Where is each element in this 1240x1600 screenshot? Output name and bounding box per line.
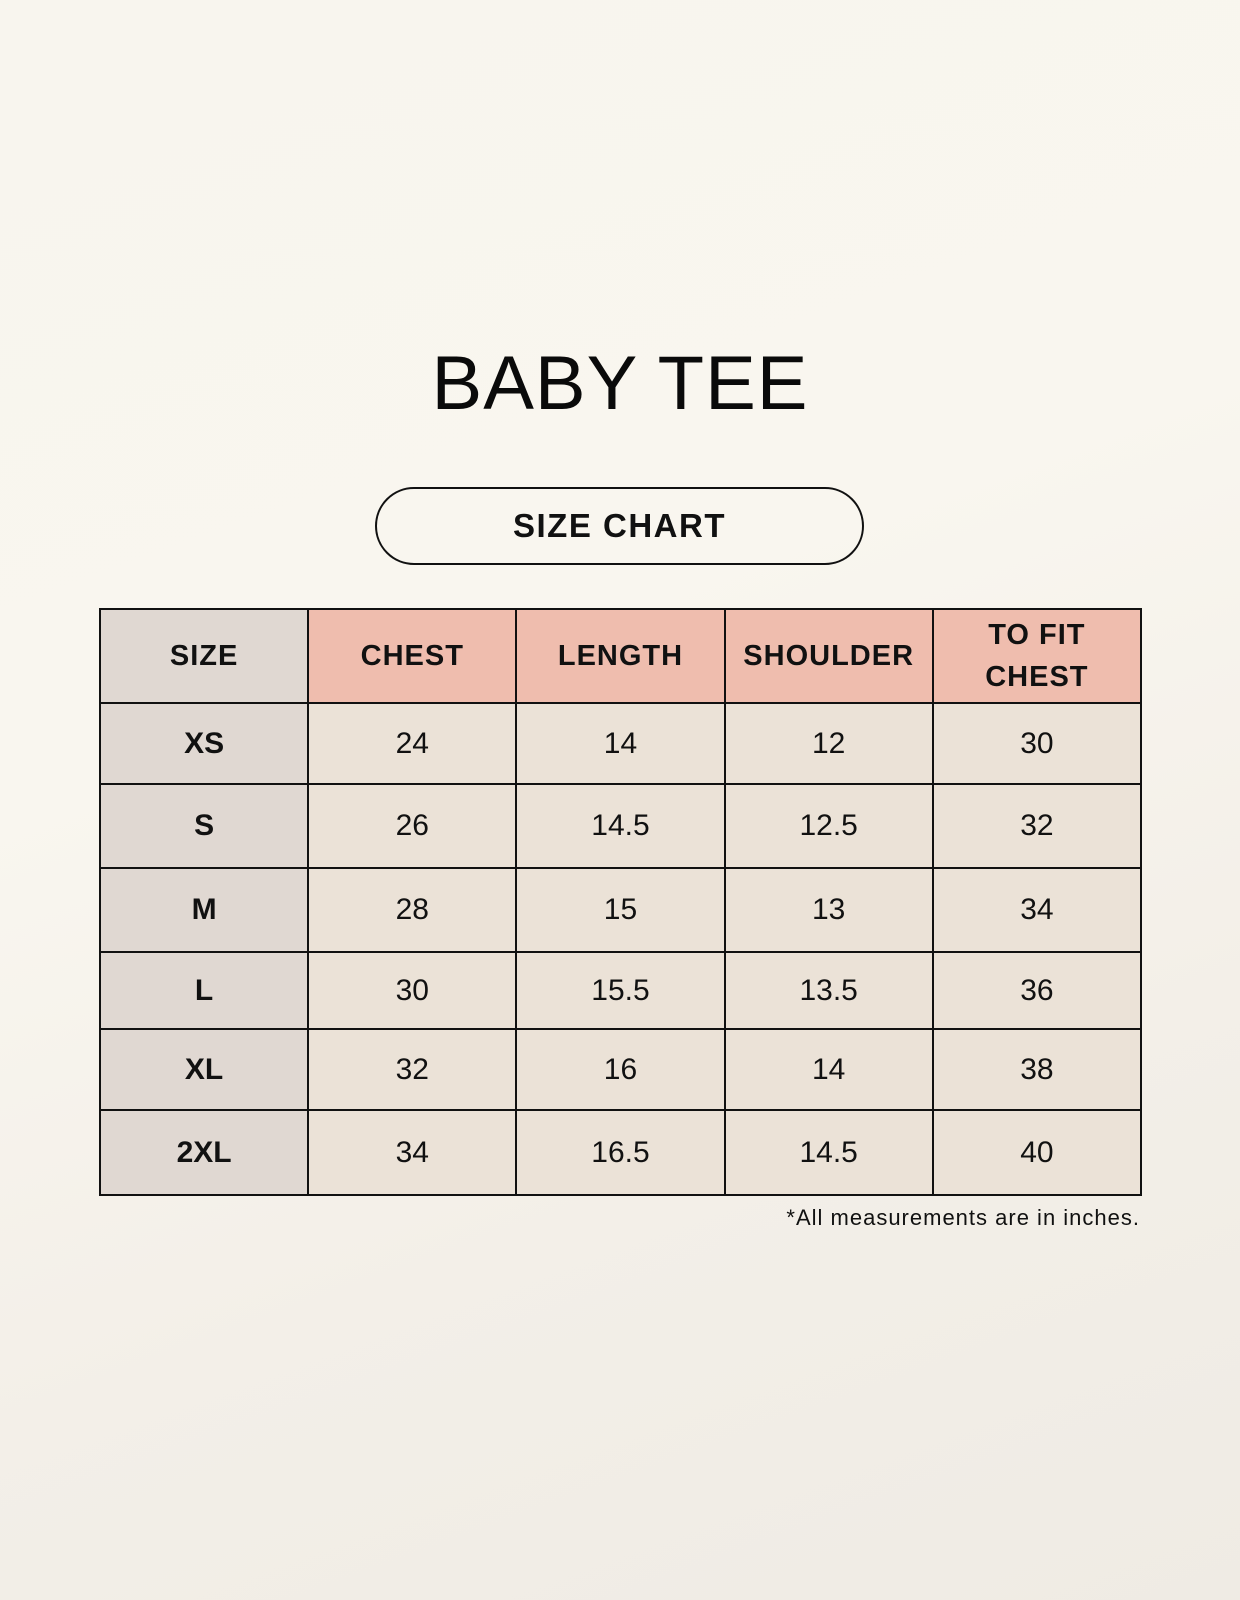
- table-row: S 26 14.5 12.5 32: [98, 783, 1143, 869]
- measurement-cell: 12.5: [723, 783, 934, 869]
- table-row: M 28 15 13 34: [98, 867, 1143, 953]
- size-cell: XS: [98, 702, 310, 785]
- table-header-row: SIZE CHEST LENGTH SHOULDER TO FIT CHEST: [98, 608, 1143, 704]
- size-cell: 2XL: [98, 1109, 310, 1196]
- column-header: TO FIT CHEST: [931, 608, 1143, 704]
- measurement-cell: 14.5: [723, 1109, 934, 1196]
- measurement-cell: 38: [931, 1028, 1143, 1111]
- measurement-cell: 30: [307, 951, 518, 1030]
- measurement-cell: 16.5: [515, 1109, 726, 1196]
- table-row: XL 32 16 14 38: [98, 1028, 1143, 1111]
- measurement-cell: 34: [931, 867, 1143, 953]
- column-header: SIZE: [98, 608, 310, 704]
- measurement-cell: 24: [307, 702, 518, 785]
- measurement-cell: 13.5: [723, 951, 934, 1030]
- measurement-cell: 40: [931, 1109, 1143, 1196]
- size-cell: M: [98, 867, 310, 953]
- measurement-cell: 30: [931, 702, 1143, 785]
- measurement-cell: 13: [723, 867, 934, 953]
- column-header: CHEST: [307, 608, 518, 704]
- measurement-cell: 12: [723, 702, 934, 785]
- size-cell: S: [98, 783, 310, 869]
- measurement-cell: 15.5: [515, 951, 726, 1030]
- table-row: L 30 15.5 13.5 36: [98, 951, 1143, 1030]
- measurement-cell: 32: [931, 783, 1143, 869]
- column-header: LENGTH: [515, 608, 726, 704]
- measurement-cell: 26: [307, 783, 518, 869]
- measurement-cell: 32: [307, 1028, 518, 1111]
- measurement-cell: 36: [931, 951, 1143, 1030]
- column-header: SHOULDER: [723, 608, 934, 704]
- table-row: 2XL 34 16.5 14.5 40: [98, 1109, 1143, 1196]
- measurement-cell: 15: [515, 867, 726, 953]
- size-chart-table: SIZE CHEST LENGTH SHOULDER TO FIT CHEST XS 24…: [98, 608, 1143, 1196]
- measurement-cell: 14: [723, 1028, 934, 1111]
- measurement-cell: 16: [515, 1028, 726, 1111]
- size-cell: L: [98, 951, 310, 1030]
- measurement-cell: 14.5: [515, 783, 726, 869]
- measurement-cell: 34: [307, 1109, 518, 1196]
- table-row: XS 24 14 12 30: [98, 702, 1143, 785]
- footnote: *All measurements are in inches.: [786, 1205, 1140, 1230]
- measurement-cell: 14: [515, 702, 726, 785]
- size-cell: XL: [98, 1028, 310, 1111]
- size-chart-label: SIZE CHART: [375, 487, 864, 565]
- page-title: BABY TEE: [431, 341, 809, 426]
- measurement-cell: 28: [307, 867, 518, 953]
